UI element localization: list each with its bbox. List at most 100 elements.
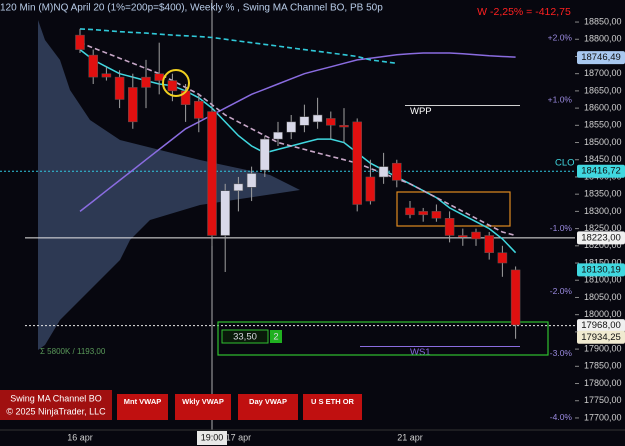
candle-body: [339, 125, 349, 128]
x-tick-label: 17 apr: [226, 432, 252, 442]
strategy-name: Swing MA Channel BO: [10, 393, 102, 403]
profile-label: Σ 5800K / 1193,00: [40, 347, 106, 356]
target-count: 2: [273, 332, 278, 343]
price-tag: [577, 319, 625, 333]
candle-body: [510, 269, 521, 326]
candle-body: [101, 73, 112, 78]
price-tag: [577, 263, 625, 277]
target-count-box: [270, 330, 282, 343]
price-tag-label: 18223,00: [581, 232, 621, 243]
candle-body: [154, 73, 164, 81]
candle-body: [273, 131, 283, 140]
y-tick-label: 18550,00: [584, 120, 622, 130]
candle-body: [246, 173, 257, 188]
y-tick-label: 18350,00: [584, 189, 622, 199]
target-value: 33,50: [233, 332, 257, 343]
candle-body: [392, 162, 402, 181]
y-tick-label: 18000,00: [584, 309, 622, 319]
candle-body: [114, 76, 125, 100]
highlight-circle: [162, 69, 190, 97]
axis-panel: [575, 0, 625, 430]
y-tick-label: 18500,00: [584, 137, 622, 147]
x-tick-label: 21 apr: [397, 432, 423, 442]
candle-body: [378, 166, 389, 178]
candle-body: [260, 138, 270, 171]
toolbar-button[interactable]: [238, 394, 298, 420]
y-tick-label: 17900,00: [584, 343, 622, 353]
price-tag: [577, 330, 625, 344]
y-tick-label: 17700,00: [584, 412, 622, 422]
toolbar-button[interactable]: [303, 394, 362, 420]
y-tick-label: 18700,00: [584, 68, 622, 78]
candle-body: [207, 111, 217, 236]
toolbar-button-label[interactable]: Mnt VWAP: [124, 397, 162, 406]
candle-body: [471, 231, 481, 240]
candle-body: [312, 114, 323, 123]
candle-body: [128, 87, 138, 123]
percent-level: -2.0%: [550, 286, 573, 296]
candle-body: [418, 211, 428, 216]
y-tick-label: 18650,00: [584, 85, 622, 95]
y-tick-label: 18850,00: [584, 16, 622, 26]
price-tag-label: 18746,49: [581, 52, 621, 63]
candle-body: [194, 100, 204, 119]
level-label: WPP: [410, 106, 432, 117]
indicator-line: [79, 52, 516, 212]
toolbar-button-label[interactable]: Day VWAP: [249, 397, 287, 406]
candle-body: [444, 218, 455, 236]
toolbar-button-label[interactable]: Wkly VWAP: [182, 397, 224, 406]
price-tag-label: 17934,25: [581, 332, 621, 343]
candle-body: [233, 183, 244, 191]
y-tick-label: 18600,00: [584, 102, 622, 112]
candle-body: [88, 54, 98, 78]
percent-level: -4.0%: [550, 412, 573, 422]
level-label: WS1: [410, 347, 431, 358]
y-tick-label: 18300,00: [584, 206, 622, 216]
percent-level: -3.0%: [550, 348, 573, 358]
y-tick-label: 17750,00: [584, 395, 622, 405]
indicator-line: [79, 49, 517, 254]
y-tick-label: 17850,00: [584, 361, 622, 371]
candle-body: [141, 76, 151, 88]
indicator-line: [79, 41, 516, 237]
candle-body: [286, 121, 296, 133]
x-tick-label: 16 apr: [67, 432, 93, 442]
candle-body: [167, 80, 178, 92]
candle-body: [431, 211, 442, 219]
price-tag: [577, 231, 625, 245]
toolbar-button-label[interactable]: U S ETH OR: [311, 397, 355, 406]
y-tick-label: 18100,00: [584, 275, 622, 285]
level-label: CLOS: [555, 158, 581, 169]
candle-body: [75, 34, 85, 50]
price-tag-label: 17968,00: [581, 320, 621, 331]
price-tag-label: 18416,72: [581, 166, 621, 177]
percent-level: +2.0%: [548, 32, 573, 42]
candle-body: [299, 116, 310, 126]
candle-body: [326, 118, 336, 126]
candle-body: [497, 252, 508, 264]
candle-body: [220, 190, 230, 236]
percent-level: +1.0%: [548, 94, 573, 104]
price-tag: [577, 51, 625, 65]
week-change: W -2,25% = -412,75: [477, 6, 571, 18]
x-tick-label: 19:00: [201, 432, 224, 442]
y-tick-label: 18250,00: [584, 223, 622, 233]
toolbar-button[interactable]: [117, 394, 168, 420]
indicator-line: [79, 28, 397, 65]
candle-body: [365, 176, 376, 202]
y-tick-label: 18800,00: [584, 34, 622, 44]
price-tag-label: 18130,19: [581, 264, 621, 275]
y-tick-label: 18050,00: [584, 292, 622, 302]
y-tick-label: 18150,00: [584, 257, 622, 267]
volume-profile: [38, 20, 300, 350]
target-box: [221, 329, 269, 344]
green-box: [217, 321, 549, 356]
percent-level: -1.0%: [550, 223, 573, 233]
candle-body: [484, 235, 494, 253]
candle-body: [352, 121, 362, 205]
toolbar-button[interactable]: [175, 394, 231, 420]
y-tick-label: 18200,00: [584, 240, 622, 250]
candle-body: [458, 235, 468, 238]
candle-body: [405, 207, 415, 216]
